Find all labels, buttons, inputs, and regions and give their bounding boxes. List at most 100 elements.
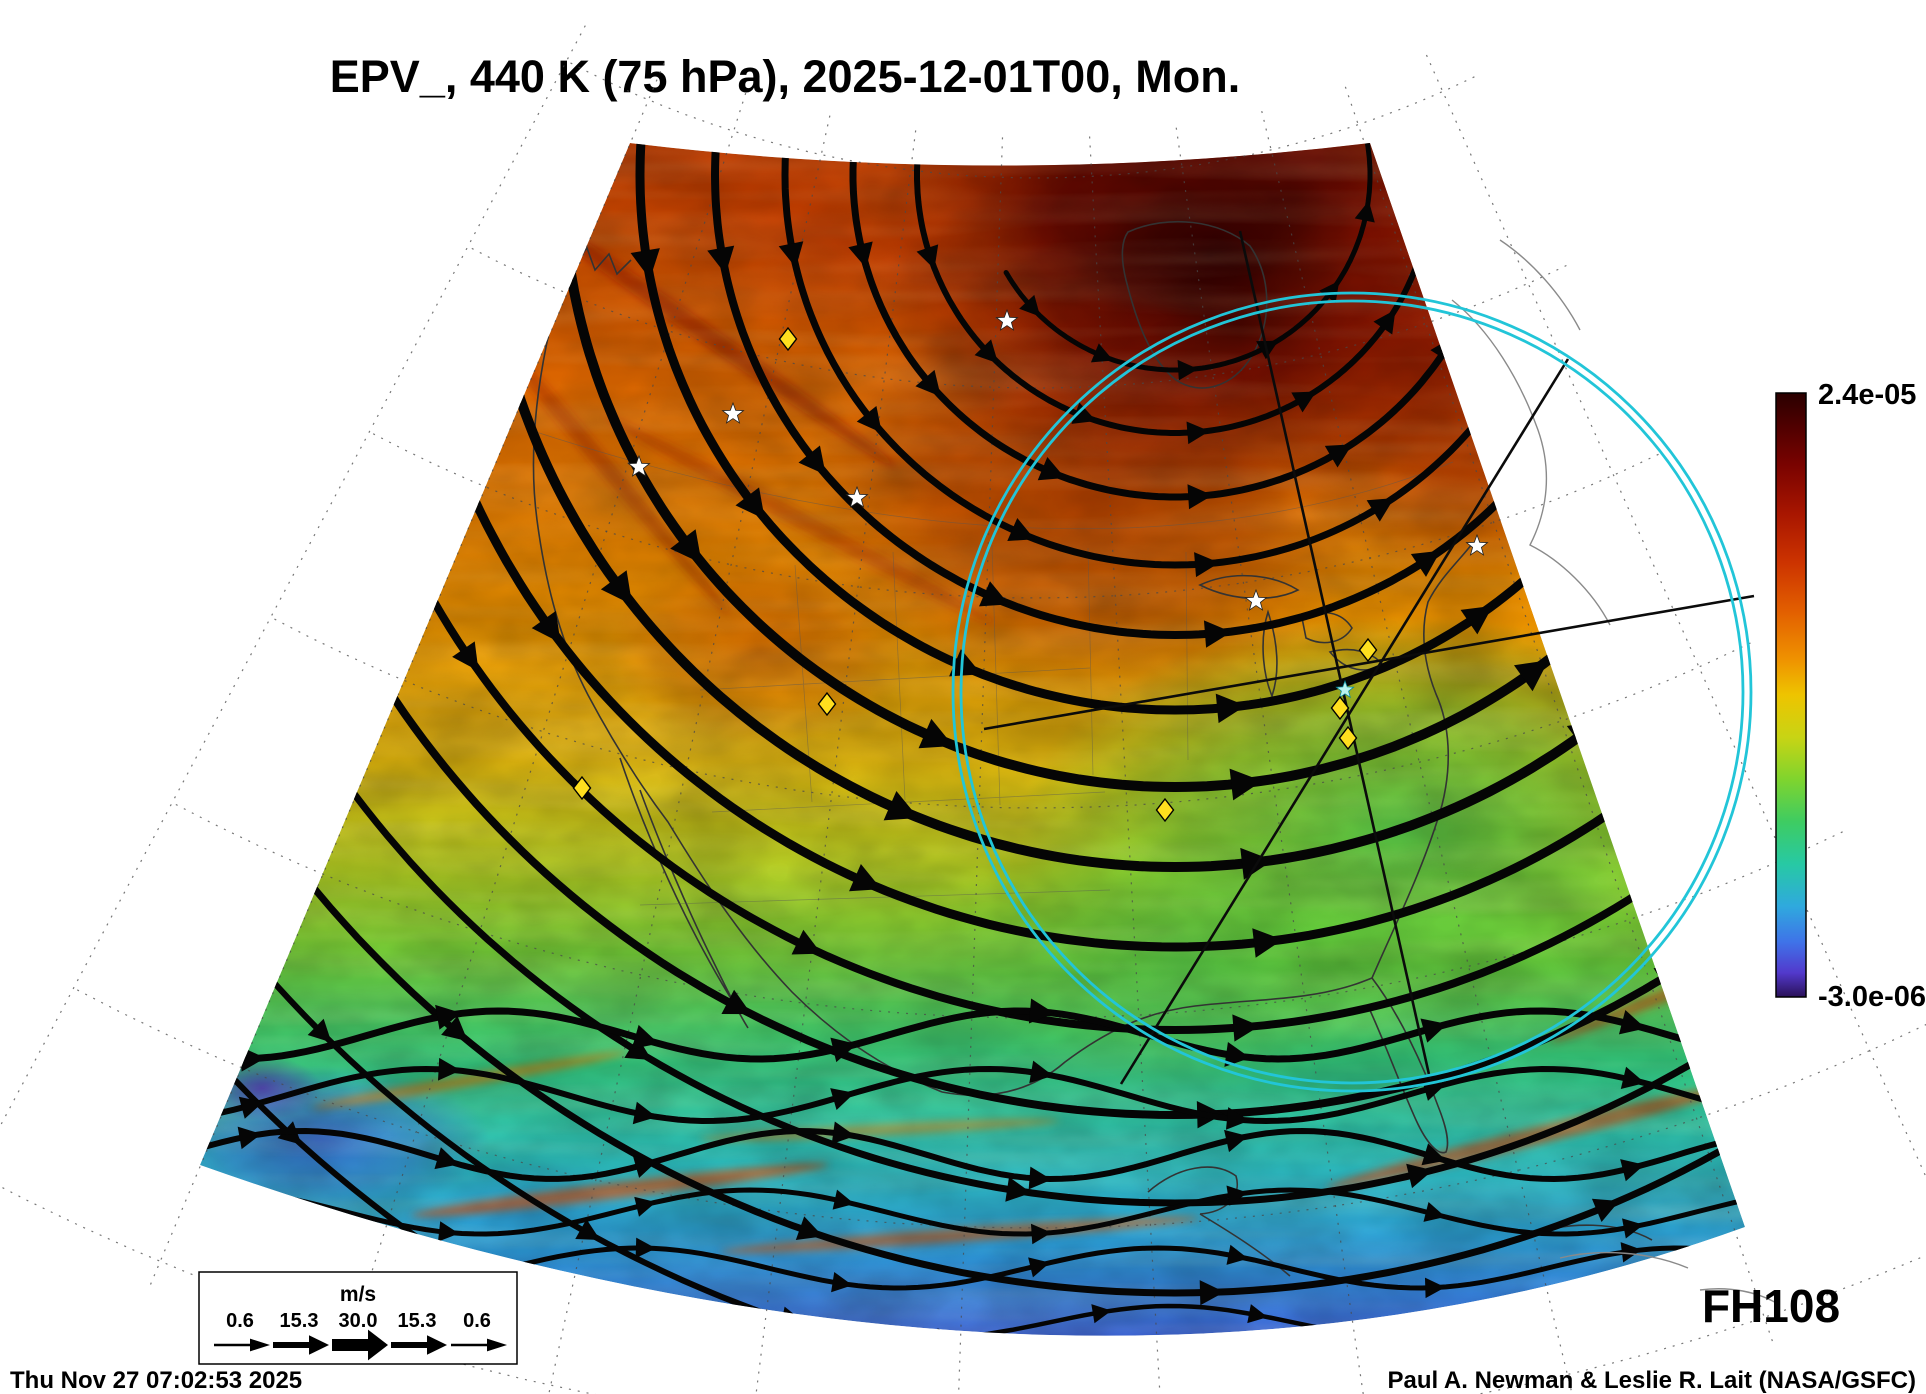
streamline-arrowhead — [161, 402, 185, 429]
streamline-arrowhead — [1247, 1304, 1268, 1324]
streamline-arrowhead — [1620, 1159, 1645, 1182]
streamline — [200, 143, 1745, 1297]
streamline-arrowhead — [1187, 484, 1213, 510]
streamline-arrowhead — [1513, 660, 1549, 692]
streamline-arrowhead — [1291, 391, 1317, 413]
wind-legend-value: 30.0 — [339, 1310, 378, 1332]
streamline-arrowhead — [707, 245, 735, 275]
streamline-arrowhead — [1318, 42, 1338, 64]
streamline-arrowhead — [441, 1015, 468, 1042]
wind-legend-value: 0.6 — [463, 1310, 491, 1332]
streamline-arrowhead — [1366, 498, 1395, 522]
streamline-arrowhead — [979, 581, 1009, 607]
streamline-arrowhead — [575, 1219, 601, 1240]
streamline-arrowhead — [390, 238, 421, 269]
wind-arrow-head — [427, 1335, 447, 1355]
streamline-arrowhead — [1551, 179, 1577, 205]
coastlines-outer — [1451, 239, 1779, 1305]
station-diamond — [1338, 725, 1358, 751]
streamline-arrowhead — [1224, 1042, 1251, 1067]
annotations — [951, 230, 1755, 1093]
streamline-arrowhead — [1028, 1257, 1050, 1278]
coastline-gulf-florida — [941, 977, 1449, 1154]
streamline-arrowhead — [1406, 1163, 1433, 1189]
station-diamond — [1330, 695, 1350, 721]
streamline-arrowhead — [735, 487, 765, 520]
streamline-arrowhead — [452, 641, 479, 672]
wind-legend-unit: m/s — [340, 1283, 376, 1306]
graticule-parallel — [467, 245, 1567, 389]
streamline-arrowhead — [600, 570, 633, 605]
graticule-meridian — [755, 130, 917, 1394]
streamline — [200, 1127, 1745, 1183]
streamline-arrowhead — [1194, 552, 1220, 578]
streamline-arrowhead — [327, 764, 353, 792]
streamline — [200, 143, 1745, 1207]
station-diamond — [817, 691, 837, 717]
city-star — [1244, 588, 1268, 611]
streamline-arrowhead — [1622, 780, 1655, 810]
streamline-arrowhead — [791, 929, 822, 955]
streamline-arrowhead — [1229, 768, 1263, 801]
streamline-arrowhead — [438, 1221, 459, 1242]
streamline-arrowhead — [0, 446, 7, 470]
streamline-arrowhead — [1007, 517, 1035, 542]
graticule-meridian — [548, 115, 831, 1394]
streamline-arrowhead — [106, 754, 127, 779]
streamline-arrowhead — [856, 405, 882, 433]
great-circle-line — [983, 594, 1755, 731]
streamline-arrowhead — [888, 1340, 912, 1362]
streamline-arrowhead — [848, 241, 873, 269]
streamline-arrowhead — [630, 248, 660, 279]
streamline-arrowhead — [1373, 309, 1396, 335]
streamline-arrowhead — [1622, 1218, 1644, 1239]
colorbar-max-label: 2.4e-05 — [1818, 379, 1916, 411]
streamline-arrowhead — [1870, 455, 1897, 487]
location-markers — [572, 308, 1489, 823]
streamline-arrowhead — [832, 1189, 855, 1210]
great-circle-line — [1119, 358, 1570, 1085]
great-lakes — [1198, 574, 1384, 699]
streamline-arrowhead — [149, 1, 174, 27]
streamline-arrowhead — [1417, 202, 1440, 226]
streamline-arrowhead — [1324, 444, 1353, 468]
streamline — [200, 1187, 1745, 1237]
streamline — [200, 143, 1178, 1336]
streamline-arrowhead — [1695, 143, 1725, 167]
graticule-meridian — [1261, 110, 1573, 1394]
streamline-arrowhead — [55, 324, 80, 350]
streamline-arrowhead — [795, 1216, 824, 1241]
streamline-arrowhead — [1410, 550, 1441, 577]
city-star — [995, 308, 1019, 331]
city-star — [627, 454, 651, 477]
streamline-arrowhead — [831, 1121, 856, 1145]
hudson-bay — [1121, 220, 1268, 389]
streamline-arrowhead — [1481, 194, 1507, 220]
streamline-arrowhead — [1019, 294, 1041, 317]
city-star — [721, 401, 745, 424]
streamline-arrowhead — [1225, 1107, 1250, 1130]
streamline-arrowhead — [1177, 359, 1199, 381]
coastline-atlantic-canada — [1451, 239, 1611, 626]
streamline-arrowhead — [937, 1328, 957, 1336]
streamline-arrowhead — [470, 244, 503, 278]
streamline-arrowhead — [915, 369, 941, 397]
station-diamond — [1358, 637, 1378, 663]
streamline-arrowhead — [437, 1057, 461, 1081]
streamline-arrowhead — [200, 704, 206, 733]
streamline-arrowhead — [1186, 421, 1210, 445]
streamline-arrowhead — [727, 21, 753, 50]
streamline — [200, 1065, 1745, 1125]
colorbar-min-label: -3.0e-06 — [1818, 981, 1926, 1013]
streamline-arrowhead — [1203, 620, 1232, 648]
wind-arrow-head — [309, 1335, 329, 1355]
streamline-arrowhead — [1460, 605, 1493, 635]
streamline-arrowhead — [670, 529, 702, 564]
streamline-arrowhead — [831, 1271, 853, 1293]
streamline-arrowhead — [1620, 1066, 1646, 1089]
station-diamond — [778, 326, 798, 352]
streamline-arrowhead — [778, 241, 804, 268]
streamline-arrowhead — [632, 1155, 658, 1178]
colorbar: 2.4e-05 -3.0e-06 — [1775, 379, 1926, 1013]
